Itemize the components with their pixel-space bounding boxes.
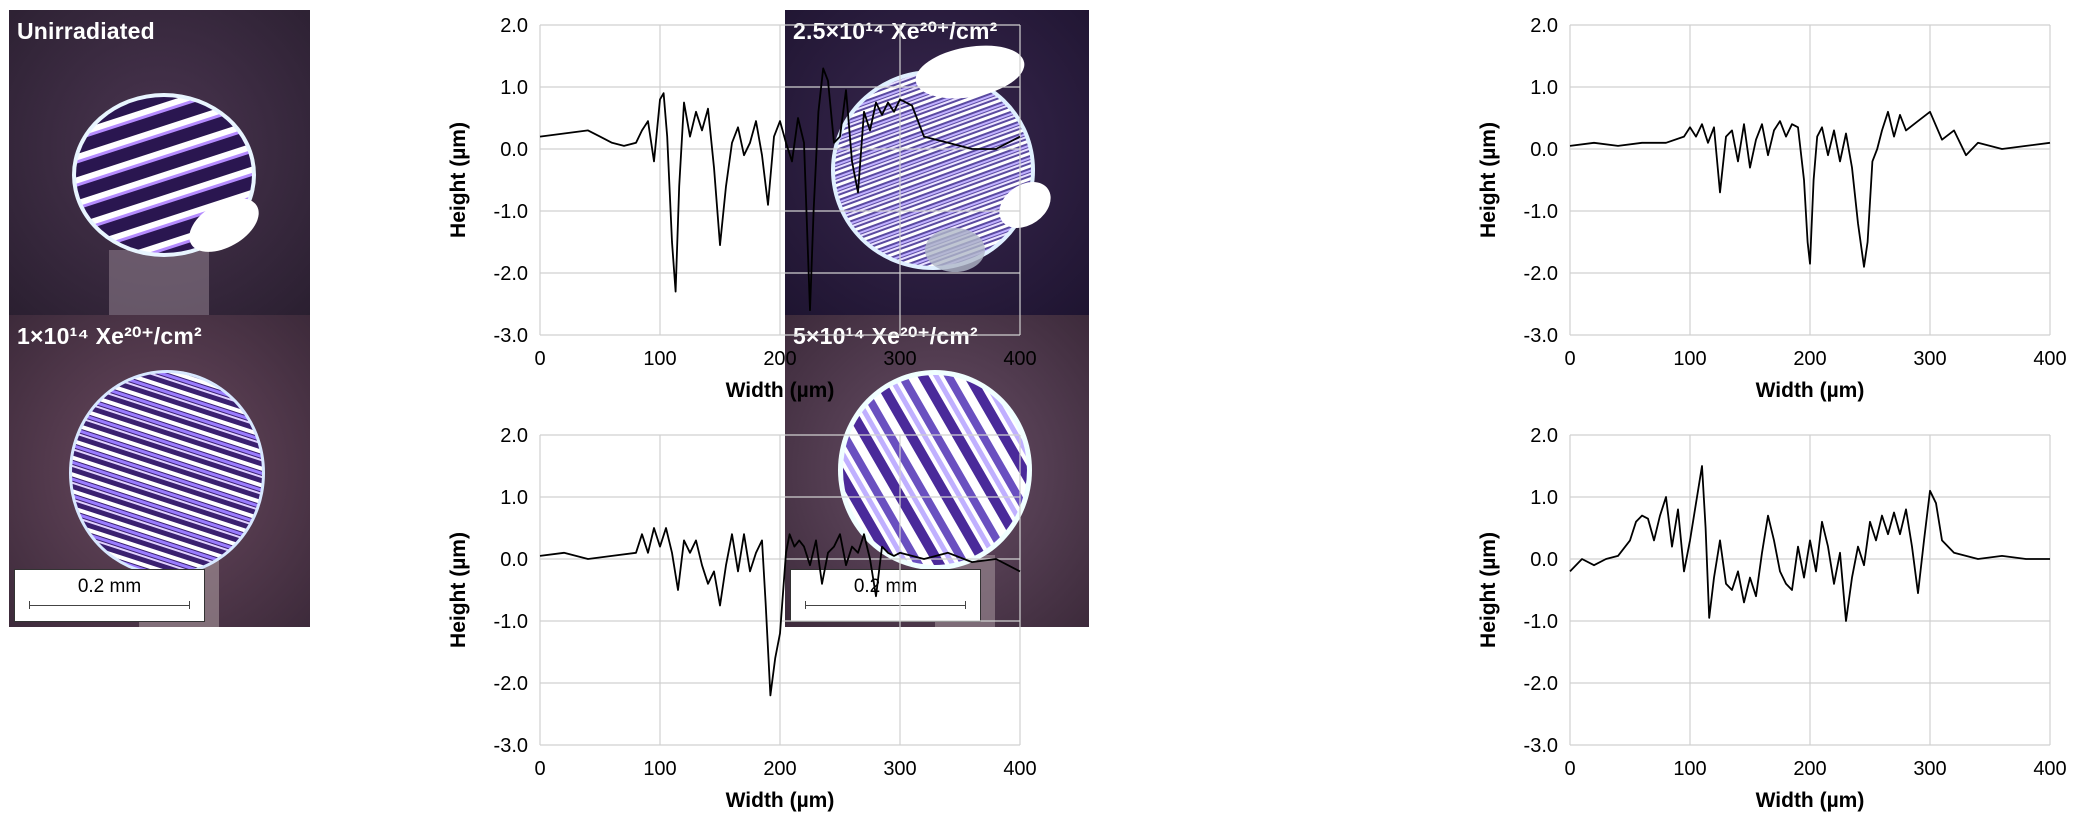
chart-svg: 0 100 200 300 400 2.0 1.0 0.0 -1.0 -2.0 -3.0 Width …	[447, 15, 1037, 402]
x-tick-label: 0	[534, 348, 545, 370]
y-tick-label: 1.0	[500, 77, 528, 99]
x-tick-label: 200	[763, 348, 796, 370]
height-profile-chart: 0 100 200 300 400 2.0 1.0 0.0 -1.0 -2.0 -3.0 Width …	[1455, 425, 2067, 820]
y-tick-label: -2.0	[494, 673, 528, 695]
scale-bar-label: 0.2 mm	[77, 576, 142, 597]
photo-panel-5e14: 5×10¹⁴ Xe²⁰⁺/cm² 0.2 mm	[785, 315, 1089, 627]
height-profile-chart: 0 100 200 300 400 2.0 1.0 0.0 -1.0 -2.0 -3.0 Width …	[425, 425, 1037, 820]
profile-line	[539, 67, 1021, 312]
y-axis-label: Height (µm)	[1477, 532, 1500, 648]
photo-label: 1×10¹⁴ Xe²⁰⁺/cm²	[17, 323, 202, 349]
y-axis-label: Height (µm)	[1477, 122, 1500, 238]
micrograph-image	[785, 10, 1089, 315]
scale-bar-tick	[805, 601, 806, 609]
y-tick-label: 0.0	[1530, 139, 1558, 161]
y-tick-label: 2.0	[500, 15, 528, 37]
x-tick-label: 300	[1913, 758, 1946, 780]
profile-line	[539, 527, 1021, 697]
y-tick-label: -1.0	[494, 611, 528, 633]
x-tick-label: 200	[1793, 758, 1826, 780]
y-tick-label: -3.0	[494, 735, 528, 757]
x-tick-label: 400	[1003, 348, 1036, 370]
x-tick-label: 100	[643, 348, 676, 370]
photo-panel-2-5e14: 2.5×10¹⁴ Xe²⁰⁺/cm²	[785, 10, 1089, 315]
x-axis-label: Width (µm)	[726, 789, 835, 812]
y-tick-label: -2.0	[1524, 673, 1558, 695]
micrograph-image	[9, 10, 310, 315]
profile-line	[1569, 465, 2050, 622]
profile-line	[1569, 110, 2051, 268]
chart-svg: 0 100 200 300 400 2.0 1.0 0.0 -1.0 -2.0 -3.0 Width …	[1477, 15, 2067, 402]
y-tick-label: 0.0	[1530, 549, 1558, 571]
y-tick-label: 1.0	[1530, 77, 1558, 99]
y-axis-label: Height (µm)	[447, 532, 470, 648]
x-axis-label: Width (µm)	[726, 379, 835, 402]
x-tick-label: 0	[1564, 348, 1575, 370]
scale-bar: 0.2 mm	[14, 569, 205, 622]
scale-bar-tick	[29, 601, 30, 609]
scale-bar-line	[805, 605, 966, 606]
y-tick-label: -3.0	[1524, 735, 1558, 757]
x-tick-label: 300	[1913, 348, 1946, 370]
x-tick-label: 300	[883, 758, 916, 780]
y-tick-label: -2.0	[494, 263, 528, 285]
x-tick-label: 100	[1673, 348, 1706, 370]
y-tick-label: -2.0	[1524, 263, 1558, 285]
x-tick-label: 200	[763, 758, 796, 780]
y-tick-label: 2.0	[1530, 425, 1558, 447]
y-tick-label: -1.0	[494, 201, 528, 223]
height-profile-chart: 0 100 200 300 400 2.0 1.0 0.0 -1.0 -2.0 -3.0 Width …	[1455, 15, 2067, 410]
y-tick-label: -1.0	[1524, 611, 1558, 633]
x-tick-label: 100	[1673, 758, 1706, 780]
x-tick-label: 100	[643, 758, 676, 780]
y-tick-label: 0.0	[500, 139, 528, 161]
x-tick-label: 400	[2033, 758, 2066, 780]
y-tick-label: 1.0	[1530, 487, 1558, 509]
x-tick-label: 0	[534, 758, 545, 780]
x-tick-label: 400	[1003, 758, 1036, 780]
x-tick-label: 200	[1793, 348, 1826, 370]
y-tick-label: -3.0	[494, 325, 528, 347]
photo-label: 2.5×10¹⁴ Xe²⁰⁺/cm²	[793, 18, 998, 44]
scale-bar-tick	[189, 601, 190, 609]
y-axis-label: Height (µm)	[447, 122, 470, 238]
chart-svg: 0 100 200 300 400 2.0 1.0 0.0 -1.0 -2.0 -3.0 Width …	[1477, 425, 2067, 812]
height-profile-chart: 0 100 200 300 400 2.0 1.0 0.0 -1.0 -2.0 -3.0 Width …	[425, 15, 1037, 410]
scale-bar-label: 0.2 mm	[853, 576, 918, 597]
photo-panel-unirradiated: Unirradiated	[9, 10, 310, 315]
scale-bar-tick	[965, 601, 966, 609]
y-tick-label: -1.0	[1524, 201, 1558, 223]
photo-panel-1e14: 1×10¹⁴ Xe²⁰⁺/cm² 0.2 mm	[9, 315, 310, 627]
x-tick-label: 300	[883, 348, 916, 370]
scale-bar-line	[29, 605, 190, 606]
y-tick-label: 0.0	[500, 549, 528, 571]
x-axis-label: Width (µm)	[1756, 789, 1865, 812]
y-tick-label: -3.0	[1524, 325, 1558, 347]
x-tick-label: 400	[2033, 348, 2066, 370]
x-axis-label: Width (µm)	[1756, 379, 1865, 402]
photo-label: 5×10¹⁴ Xe²⁰⁺/cm²	[793, 323, 978, 349]
chart-svg: 0 100 200 300 400 2.0 1.0 0.0 -1.0 -2.0 -3.0 Width …	[447, 425, 1037, 812]
y-tick-label: 2.0	[500, 425, 528, 447]
y-tick-label: 1.0	[500, 487, 528, 509]
y-tick-label: 2.0	[1530, 15, 1558, 37]
photo-label: Unirradiated	[17, 18, 155, 44]
x-tick-label: 0	[1564, 758, 1575, 780]
